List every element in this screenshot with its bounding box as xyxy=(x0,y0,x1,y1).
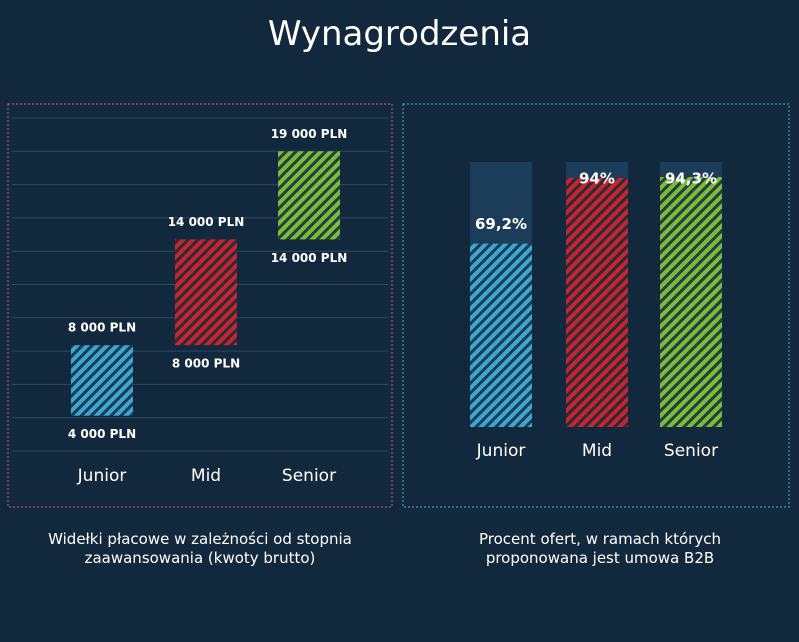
range-bar xyxy=(71,345,133,416)
x-tick-label: Senior xyxy=(664,441,718,461)
value-label: 69,2% xyxy=(475,215,527,233)
left-caption: Widełki płacowe w zależności od stopnia … xyxy=(48,530,352,567)
high-label: 14 000 PLN xyxy=(168,215,245,229)
value-label: 94,3% xyxy=(665,170,717,188)
right-frame xyxy=(402,103,790,508)
right-caption: Procent ofert, w ramach których proponow… xyxy=(479,530,721,567)
x-tick-label: Mid xyxy=(191,466,221,486)
bar xyxy=(470,243,532,427)
x-tick-label: Junior xyxy=(77,466,127,486)
bar xyxy=(660,177,722,427)
value-label: 94% xyxy=(579,170,615,188)
x-tick-label: Mid xyxy=(582,441,612,461)
x-tick-label: Senior xyxy=(282,466,336,486)
bar xyxy=(566,177,628,427)
low-label: 14 000 PLN xyxy=(271,251,348,265)
charts: 8 000 PLN 4 000 PLN Junior 14 000 PLN 8 000 … xyxy=(7,103,790,508)
low-label: 8 000 PLN xyxy=(172,357,240,371)
low-label: 4 000 PLN xyxy=(68,427,136,441)
range-bar xyxy=(175,239,237,346)
high-label: 8 000 PLN xyxy=(68,321,136,335)
x-tick-label: Junior xyxy=(476,441,526,461)
page-title: Wynagrodzenia xyxy=(267,14,532,54)
range-bar xyxy=(278,151,340,240)
left-frame xyxy=(7,103,393,508)
high-label: 19 000 PLN xyxy=(271,127,348,141)
